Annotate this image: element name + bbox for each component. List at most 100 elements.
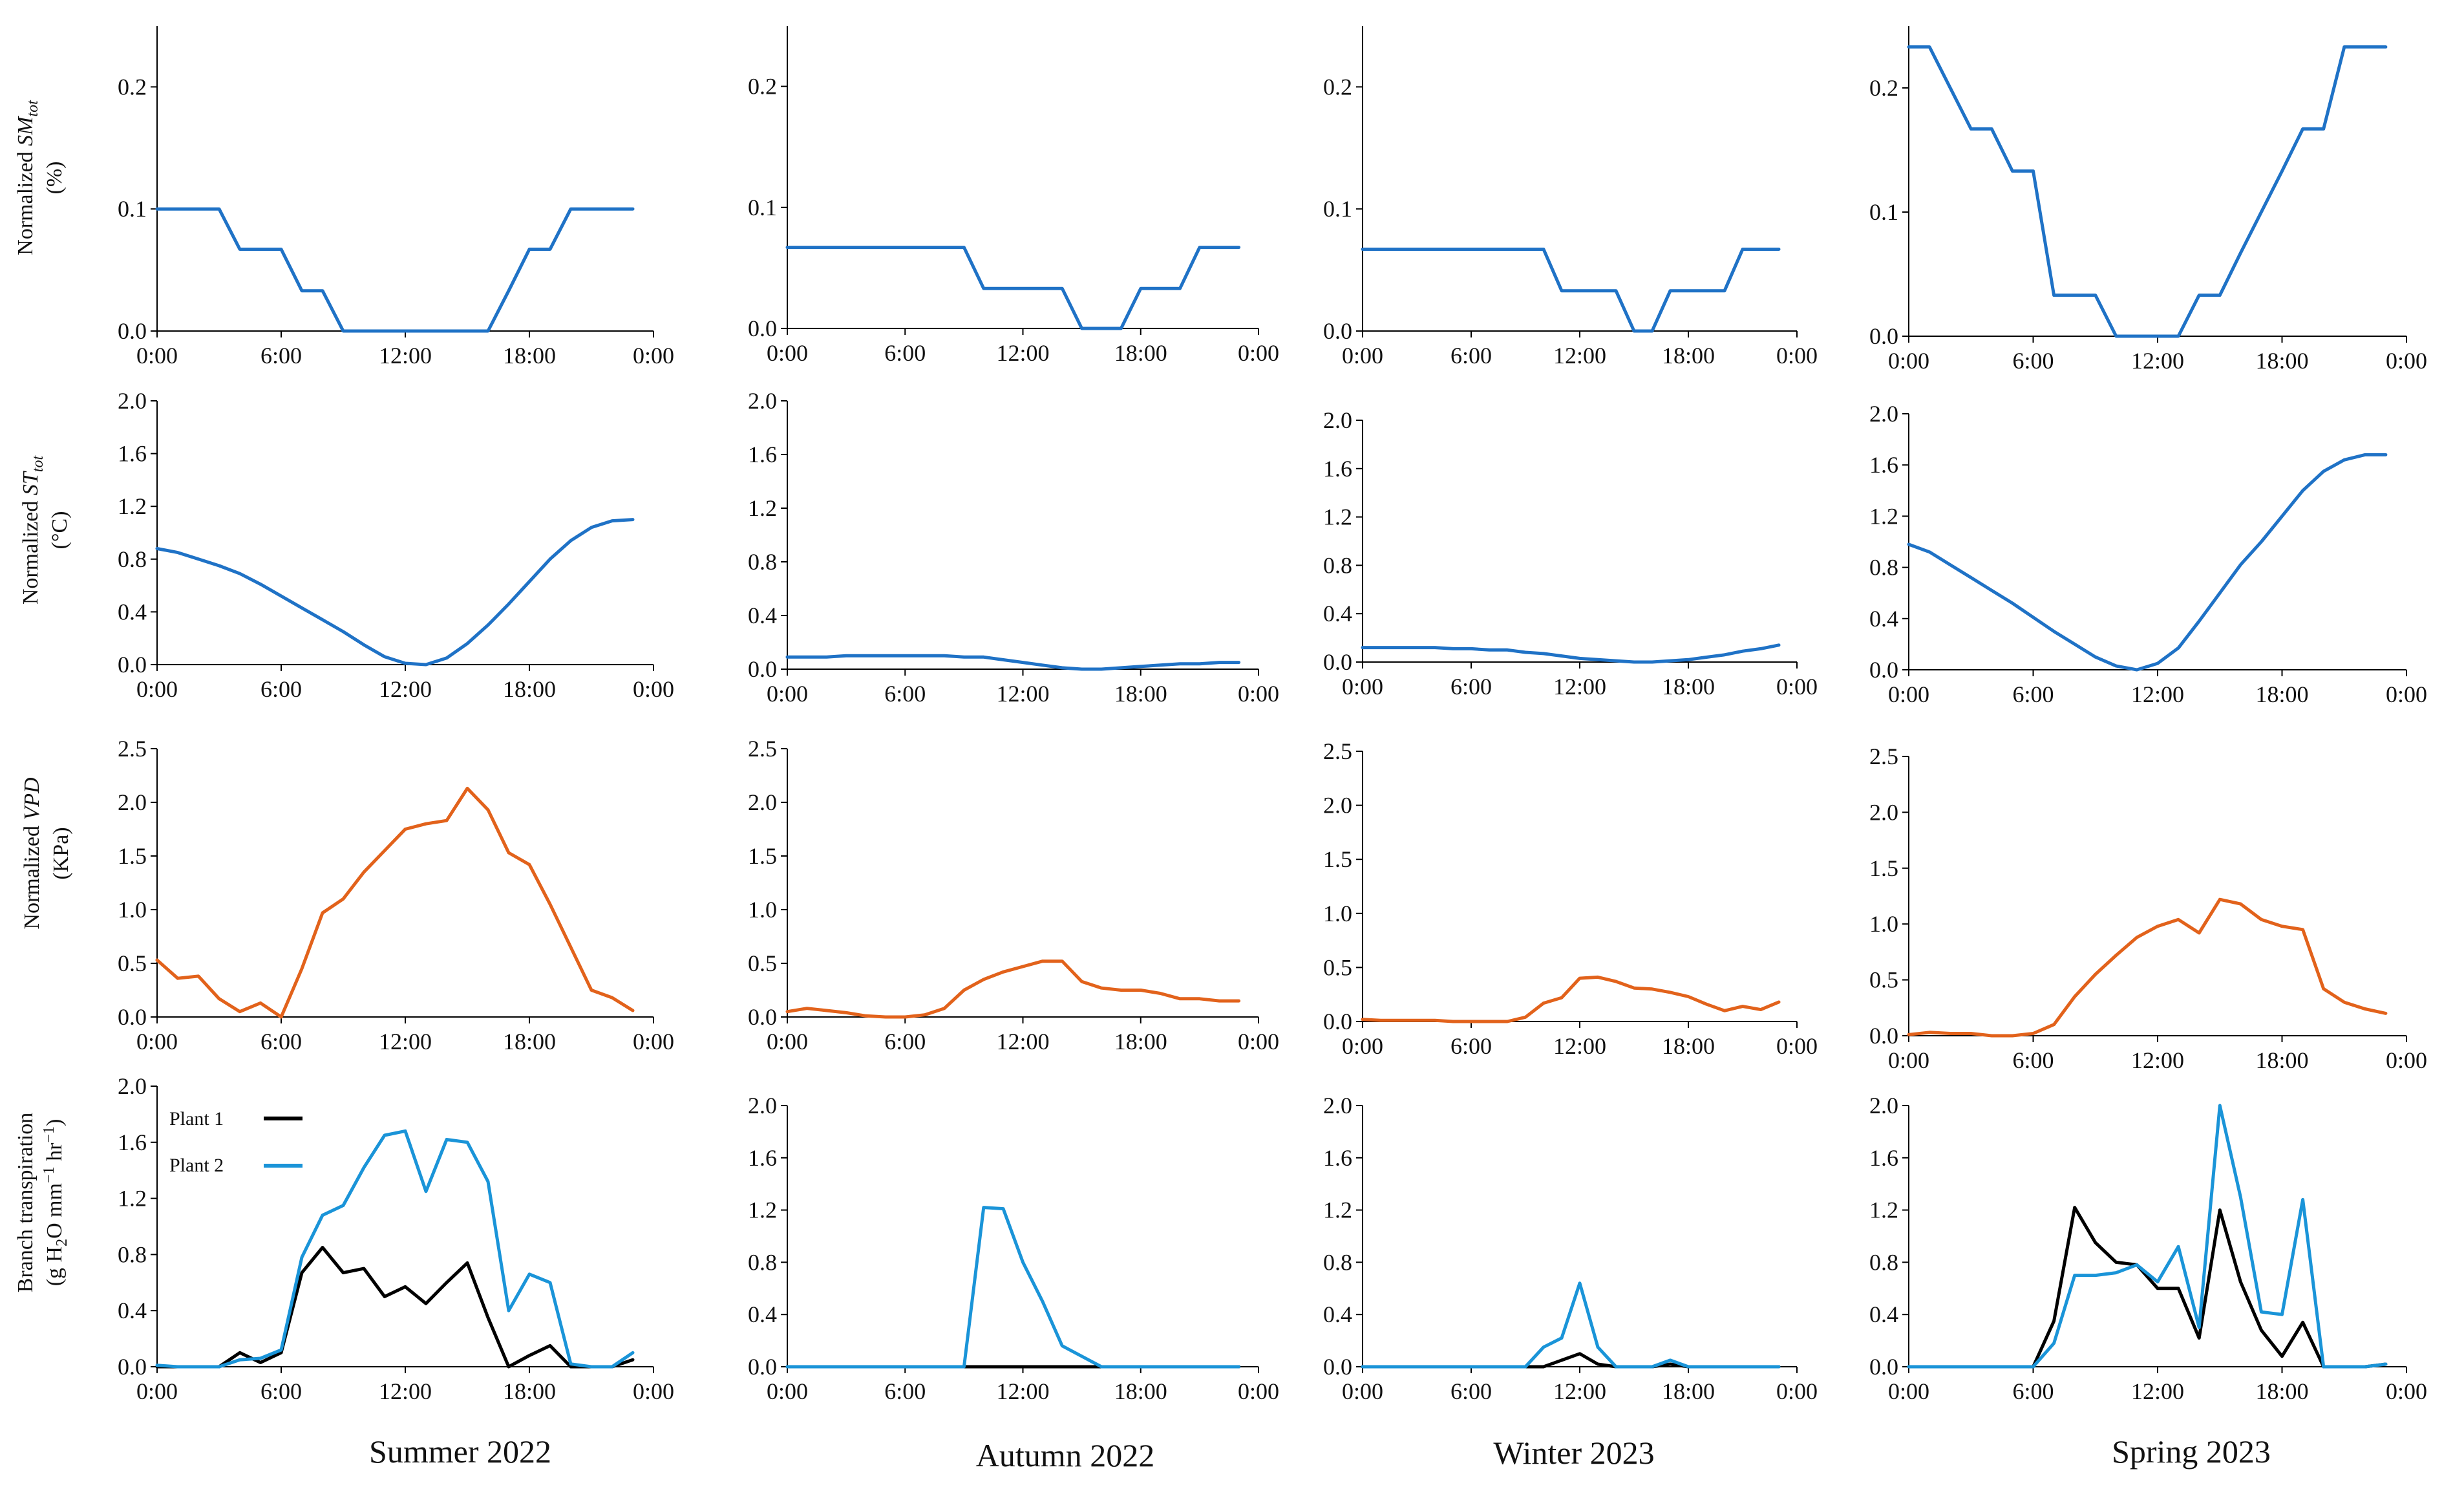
panel-vpd-winter-2023: 0.0 0.5 1.0 1.5 2.0 2.5 0:00 6:00 12:00 18:00 0:00 bbox=[1323, 738, 1818, 1059]
y-tick-label-vpd-autumn-2022: 0.5 bbox=[748, 950, 777, 976]
x-tick-label-tr-spring-2023: 0:00 bbox=[1888, 1378, 1929, 1404]
x-tick-label-tr-winter-2023: 12:00 bbox=[1553, 1378, 1606, 1404]
x-tick-label-vpd-summer-2022: 12:00 bbox=[379, 1029, 432, 1054]
season-label-winter: Winter 2023 bbox=[1493, 1435, 1654, 1471]
ylabel-vpd-unit: (KPa) bbox=[49, 827, 73, 879]
ylabel-sm: Normalized SMtot bbox=[14, 100, 41, 255]
y-tick-label-tr-autumn-2022: 1.2 bbox=[748, 1197, 777, 1223]
y-tick-label-st-spring-2023: 1.6 bbox=[1869, 452, 1898, 478]
y-tick-label-vpd-winter-2023: 1.5 bbox=[1323, 846, 1352, 872]
series-line-plant-2-tr-winter-2023 bbox=[1361, 1281, 1781, 1369]
season-label-spring: Spring 2023 bbox=[2112, 1433, 2271, 1470]
x-tick-label-st-spring-2023: 18:00 bbox=[2255, 681, 2308, 707]
y-tick-label-tr-spring-2023: 0.4 bbox=[1869, 1301, 1898, 1327]
y-tick-label-vpd-summer-2022: 1.0 bbox=[118, 897, 147, 923]
x-tick-label-sm-winter-2023: 0:00 bbox=[1342, 343, 1383, 369]
y-tick-label-sm-winter-2023: 0.2 bbox=[1323, 74, 1352, 100]
y-tick-label-st-winter-2023: 0.4 bbox=[1323, 601, 1352, 626]
panel-vpd-spring-2023: 0.0 0.5 1.0 1.5 2.0 2.5 0:00 6:00 12:00 18:00 0:00 bbox=[1869, 744, 2427, 1073]
x-tick-label-st-winter-2023: 12:00 bbox=[1553, 674, 1606, 700]
x-tick-label-vpd-winter-2023: 6:00 bbox=[1450, 1033, 1492, 1059]
panel-sm-winter-2023: 0.0 0.1 0.2 0:00 6:00 12:00 18:00 0:00 bbox=[1323, 26, 1818, 369]
x-tick-label-tr-autumn-2022: 12:00 bbox=[996, 1378, 1049, 1404]
x-tick-label-vpd-autumn-2022: 0:00 bbox=[767, 1029, 808, 1054]
x-tick-label-sm-winter-2023: 12:00 bbox=[1553, 343, 1606, 369]
y-tick-label-tr-summer-2022: 0.0 bbox=[118, 1354, 147, 1380]
y-tick-label-vpd-autumn-2022: 1.5 bbox=[748, 843, 777, 869]
x-tick-label-vpd-summer-2022: 0:00 bbox=[136, 1029, 178, 1054]
y-tick-label-sm-summer-2022: 0.1 bbox=[118, 196, 147, 222]
y-tick-label-sm-spring-2023: 0.0 bbox=[1869, 323, 1898, 349]
x-tick-label-tr-summer-2022: 0:00 bbox=[633, 1378, 674, 1404]
y-tick-label-tr-summer-2022: 2.0 bbox=[118, 1073, 147, 1099]
y-tick-label-tr-spring-2023: 0.8 bbox=[1869, 1249, 1898, 1275]
y-tick-label-vpd-spring-2023: 1.0 bbox=[1869, 911, 1898, 937]
x-tick-label-vpd-winter-2023: 12:00 bbox=[1553, 1033, 1606, 1059]
y-tick-label-vpd-autumn-2022: 0.0 bbox=[748, 1004, 777, 1030]
x-tick-label-st-spring-2023: 6:00 bbox=[2012, 681, 2054, 707]
y-tick-label-sm-summer-2022: 0.0 bbox=[118, 318, 147, 344]
panel-st-winter-2023: 0.0 0.4 0.8 1.2 1.6 2.0 0:00 6:00 12:00 18:00 0:00 bbox=[1323, 407, 1818, 700]
x-tick-label-st-autumn-2022: 0:00 bbox=[1238, 681, 1279, 707]
y-tick-label-st-autumn-2022: 1.6 bbox=[748, 442, 777, 467]
x-tick-label-tr-winter-2023: 6:00 bbox=[1450, 1378, 1492, 1404]
x-tick-label-tr-spring-2023: 0:00 bbox=[2386, 1378, 2427, 1404]
x-tick-label-vpd-summer-2022: 18:00 bbox=[503, 1029, 556, 1054]
y-tick-label-st-summer-2022: 1.2 bbox=[118, 493, 147, 519]
y-tick-label-tr-spring-2023: 0.0 bbox=[1869, 1354, 1898, 1380]
x-tick-label-sm-autumn-2022: 12:00 bbox=[996, 340, 1049, 366]
season-label-summer: Summer 2022 bbox=[369, 1433, 551, 1470]
panel-sm-autumn-2022: 0.0 0.1 0.2 0:00 6:00 12:00 18:00 0:00 bbox=[748, 26, 1279, 366]
x-tick-label-vpd-autumn-2022: 18:00 bbox=[1114, 1029, 1167, 1054]
y-tick-label-vpd-summer-2022: 1.5 bbox=[118, 843, 147, 869]
panel-sm-spring-2023: 0.0 0.1 0.2 0:00 6:00 12:00 18:00 0:00 bbox=[1869, 26, 2427, 374]
y-tick-label-tr-winter-2023: 0.4 bbox=[1323, 1301, 1352, 1327]
panel-st-autumn-2022: 0.0 0.4 0.8 1.2 1.6 2.0 0:00 6:00 12:00 18:00 0:00 bbox=[748, 388, 1279, 707]
x-tick-label-st-spring-2023: 0:00 bbox=[1888, 681, 1929, 707]
x-tick-label-vpd-autumn-2022: 6:00 bbox=[884, 1029, 926, 1054]
x-tick-label-sm-summer-2022: 0:00 bbox=[136, 343, 178, 369]
y-tick-label-st-winter-2023: 2.0 bbox=[1323, 407, 1352, 433]
y-tick-label-st-spring-2023: 0.0 bbox=[1869, 657, 1898, 683]
ylabel-st-unit: (°C) bbox=[48, 511, 72, 550]
y-tick-label-tr-autumn-2022: 0.8 bbox=[748, 1249, 777, 1275]
y-tick-label-st-summer-2022: 0.0 bbox=[118, 652, 147, 678]
y-tick-label-vpd-summer-2022: 2.0 bbox=[118, 789, 147, 815]
y-tick-label-st-summer-2022: 0.8 bbox=[118, 546, 147, 572]
y-tick-label-tr-autumn-2022: 0.4 bbox=[748, 1301, 777, 1327]
y-tick-label-tr-winter-2023: 1.2 bbox=[1323, 1197, 1352, 1223]
legend-label-plant-1: Plant 1 bbox=[169, 1108, 224, 1129]
y-tick-label-vpd-spring-2023: 2.0 bbox=[1869, 799, 1898, 825]
y-tick-label-st-summer-2022: 1.6 bbox=[118, 441, 147, 467]
y-tick-label-st-autumn-2022: 2.0 bbox=[748, 388, 777, 414]
x-tick-label-tr-summer-2022: 6:00 bbox=[260, 1378, 302, 1404]
x-tick-label-tr-spring-2023: 18:00 bbox=[2255, 1378, 2308, 1404]
x-tick-label-sm-spring-2023: 18:00 bbox=[2255, 348, 2308, 374]
y-tick-label-vpd-spring-2023: 0.5 bbox=[1869, 967, 1898, 993]
series-line-normalized-sttot-st-winter-2023 bbox=[1361, 643, 1781, 664]
series-line-plant-1-tr-winter-2023 bbox=[1361, 1352, 1781, 1369]
x-tick-label-st-summer-2022: 6:00 bbox=[260, 676, 302, 702]
y-tick-label-tr-summer-2022: 1.2 bbox=[118, 1186, 147, 1212]
y-tick-label-st-autumn-2022: 0.0 bbox=[748, 656, 777, 682]
y-tick-label-vpd-summer-2022: 2.5 bbox=[118, 736, 147, 762]
y-tick-label-st-spring-2023: 1.2 bbox=[1869, 503, 1898, 529]
x-tick-label-tr-autumn-2022: 18:00 bbox=[1114, 1378, 1167, 1404]
y-tick-label-tr-summer-2022: 0.4 bbox=[118, 1298, 147, 1323]
y-tick-label-tr-summer-2022: 0.8 bbox=[118, 1241, 147, 1267]
x-tick-label-vpd-autumn-2022: 0:00 bbox=[1238, 1029, 1279, 1054]
x-tick-label-sm-autumn-2022: 0:00 bbox=[1238, 340, 1279, 366]
series-line-normalized-vpd-vpd-spring-2023 bbox=[1907, 897, 2388, 1038]
y-tick-label-vpd-autumn-2022: 1.0 bbox=[748, 897, 777, 923]
x-tick-label-sm-spring-2023: 0:00 bbox=[1888, 348, 1929, 374]
y-tick-label-st-autumn-2022: 0.8 bbox=[748, 549, 777, 575]
series-line-normalized-sttot-st-spring-2023 bbox=[1907, 453, 2388, 672]
x-tick-label-vpd-spring-2023: 12:00 bbox=[2131, 1047, 2184, 1073]
y-tick-label-tr-winter-2023: 0.8 bbox=[1323, 1249, 1352, 1275]
y-tick-label-vpd-spring-2023: 1.5 bbox=[1869, 855, 1898, 881]
y-tick-label-tr-summer-2022: 1.6 bbox=[118, 1129, 147, 1155]
y-tick-label-st-winter-2023: 1.2 bbox=[1323, 504, 1352, 530]
x-tick-label-sm-autumn-2022: 0:00 bbox=[767, 340, 808, 366]
x-tick-label-st-summer-2022: 0:00 bbox=[136, 676, 178, 702]
y-tick-label-vpd-winter-2023: 2.0 bbox=[1323, 793, 1352, 818]
